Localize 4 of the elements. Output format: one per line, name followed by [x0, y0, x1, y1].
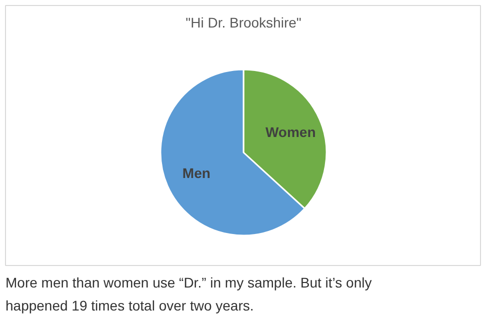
slice-label: Men — [182, 165, 210, 182]
chart-title: "Hi Dr. Brookshire" — [186, 14, 302, 30]
slice-label: Women — [265, 124, 316, 140]
text: More men than women use “Dr.” in my sample. But it’s only happened 19 times total over two years. — [6, 274, 372, 314]
